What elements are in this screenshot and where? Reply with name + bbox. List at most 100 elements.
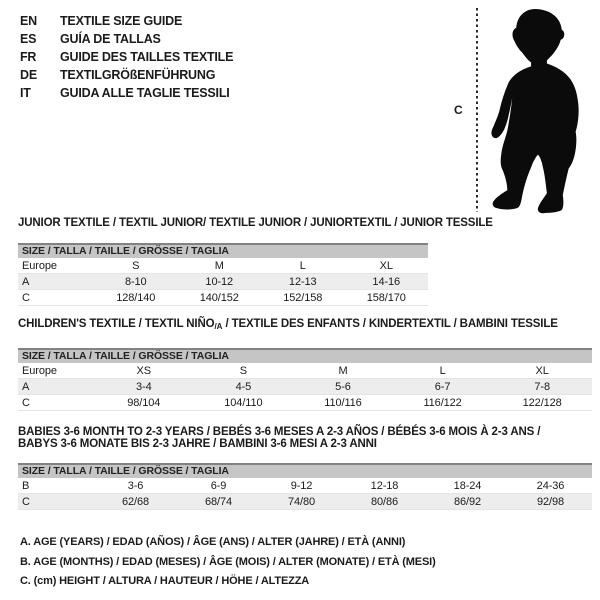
childrens-textile-section: CHILDREN'S TEXTILE / TEXTIL NIÑO/A / TEX… [18,318,592,411]
table-cell: 62/68 [121,495,150,508]
table-cell: 110/116 [324,396,362,409]
size-header-bar: SIZE / TALLA / TAILLE / GRÖSSE / TAGLIA [18,348,592,363]
junior-textile-table: SIZE / TALLA / TAILLE / GRÖSSE / TAGLIA … [18,243,428,306]
babies-textile-table: SIZE / TALLA / TAILLE / GRÖSSE / TAGLIA … [18,463,592,510]
table-cell: M [214,259,224,272]
table-cell: 5-6 [335,380,351,393]
table-cell: 3-4 [135,380,152,393]
table-cell: L [439,364,446,377]
language-row: IT GUIDA ALLE TAGLIE TESSILI [20,84,233,102]
table-cell: 3-6 [127,479,144,492]
language-code: FR [20,50,37,64]
row-label: C [22,495,30,508]
language-row: FR GUIDE DES TAILLES TEXTILE [20,48,233,66]
section-title-line: BABYS 3-6 MONATE BIS 2-3 JAHRE / BAMBINI… [18,438,592,450]
table-row: C 62/68 68/74 74/80 80/86 86/92 92/98 [18,494,592,510]
childrens-textile-title: CHILDREN'S TEXTILE / TEXTIL NIÑO/A / TEX… [18,318,592,333]
language-title-block: EN TEXTILE SIZE GUIDE ES GUÍA DE TALLAS FR GU… [20,12,233,102]
language-title: GUIDE DES TAILLES TEXTILE [60,50,234,64]
row-label: A [22,380,30,393]
footnote-line: C. (cm) HEIGHT / ALTURA / HAUTEUR / HÖHE… [20,575,310,587]
language-code: IT [20,86,31,100]
language-title: TEXTILE SIZE GUIDE [60,14,183,28]
table-cell: S [239,364,248,377]
table-row: Europe XS S M L XL [18,363,592,379]
junior-textile-title: JUNIOR TEXTILE / TEXTIL JUNIOR/ TEXTILE … [18,217,493,229]
table-cell: 128/140 [116,291,156,304]
height-label: C [454,103,463,117]
table-cell: L [299,259,306,272]
language-code: DE [20,68,37,82]
table-cell: 8-10 [124,275,147,288]
table-cell: XL [535,364,549,377]
row-label: C [22,396,30,409]
size-header-bar: SIZE / TALLA / TAILLE / GRÖSSE / TAGLIA [18,243,428,258]
junior-textile-section: JUNIOR TEXTILE / TEXTIL JUNIOR/ TEXTILE … [18,217,493,306]
table-cell: 6-7 [434,380,451,393]
table-rows: Europe S M L XL A 8-10 10-12 12-13 14-16 C 128/140 1… [18,258,428,306]
table-cell: 104/110 [224,396,263,409]
table-cell: 9-12 [290,479,313,492]
footnote-line: B. AGE (MONTHS) / EDAD (MESES) / ÂGE (MO… [20,555,436,568]
language-row: EN TEXTILE SIZE GUIDE [20,12,233,30]
footnotes-block: A. AGE (YEARS) / EDAD (AÑOS) / ÂGE (ANS)… [20,533,436,592]
table-cell: 14-16 [372,275,401,288]
size-header-bar: SIZE / TALLA / TAILLE / GRÖSSE / TAGLIA [18,463,592,478]
footnote-line: A. AGE (YEARS) / EDAD (AÑOS) / ÂGE (ANS)… [20,536,406,548]
table-row: C 128/140 140/152 152/158 158/170 [18,290,428,306]
language-title: GUÍA DE TALLAS [60,32,161,46]
section-title-line: BABIES 3-6 MONTH TO 2-3 YEARS / BEBÉS 3-… [18,426,592,438]
language-code: EN [20,14,37,28]
table-cell: 10-12 [205,275,234,288]
title-segment: BABIES 3-6 MONTH TO 2-3 YEARS / BEBÉS 3-… [18,426,541,438]
row-label: A [22,275,30,288]
row-label: Europe [22,364,57,377]
language-title: TEXTILGRÖßENFÜHRUNG [60,68,216,82]
table-row: A 8-10 10-12 12-13 14-16 [18,274,428,290]
table-cell: 12-18 [370,479,399,492]
table-row: C 98/104 104/110 110/116 116/122 122/128 [18,395,592,411]
table-row: B 3-6 6-9 9-12 12-18 18-24 24-36 [18,478,592,494]
table-cell: M [338,364,348,377]
babies-textile-title: BABIES 3-6 MONTH TO 2-3 YEARS / BEBÉS 3-… [18,426,592,450]
table-cell: 4-5 [235,380,252,393]
row-label: B [22,479,30,492]
table-cell: 6-9 [210,479,227,492]
language-row: ES GUÍA DE TALLAS [20,30,233,48]
title-segment: /A [214,322,223,331]
table-cell: 7-8 [534,380,550,393]
table-cell: S [132,259,140,272]
table-rows: Europe XS S M L XL A 3-4 4-5 5-6 6-7 7-8 C 98/104 104/… [18,363,592,411]
table-row: Europe S M L XL [18,258,428,274]
table-cell: 92/98 [536,495,565,508]
table-cell: 122/128 [522,396,562,409]
row-label: C [22,291,30,304]
title-segment: CHILDREN'S TEXTILE / TEXTIL NIÑO [18,318,215,330]
table-cell: 98/104 [127,396,161,409]
babies-textile-section: BABIES 3-6 MONTH TO 2-3 YEARS / BEBÉS 3-… [18,426,592,510]
table-cell: 152/158 [283,291,323,304]
row-label: Europe [22,259,57,272]
table-cell: 80/86 [370,495,399,508]
table-cell: XS [136,364,152,377]
table-cell: 140/152 [199,291,239,304]
language-title: GUIDA ALLE TAGLIE TESSILI [60,86,230,100]
table-row: A 3-4 4-5 5-6 6-7 7-8 [18,379,592,395]
childrens-textile-table: SIZE / TALLA / TAILLE / GRÖSSE / TAGLIA … [18,348,592,411]
section-title-line: CHILDREN'S TEXTILE / TEXTIL NIÑO/A / TEX… [18,318,592,333]
height-measure-dashed-line [476,8,478,212]
table-cell: 86/92 [453,495,482,508]
title-segment: / TEXTILE DES ENFANTS / KINDERTEXTIL / B… [222,318,558,330]
table-cell: 18-24 [453,479,482,492]
title-segment: BABYS 3-6 MONATE BIS 2-3 JAHRE / BAMBINI… [18,438,377,450]
table-cell: XL [379,259,393,272]
language-code: ES [20,32,37,46]
section-title-line: JUNIOR TEXTILE / TEXTIL JUNIOR/ TEXTILE … [18,217,493,229]
table-cell: 158/170 [366,291,406,304]
table-cell: 74/80 [287,495,316,508]
table-cell: 116/122 [423,396,462,409]
title-segment: JUNIOR TEXTILE / TEXTIL JUNIOR/ TEXTILE … [18,217,493,229]
table-cell: 24-36 [536,479,565,492]
baby-silhouette-icon [491,8,579,214]
